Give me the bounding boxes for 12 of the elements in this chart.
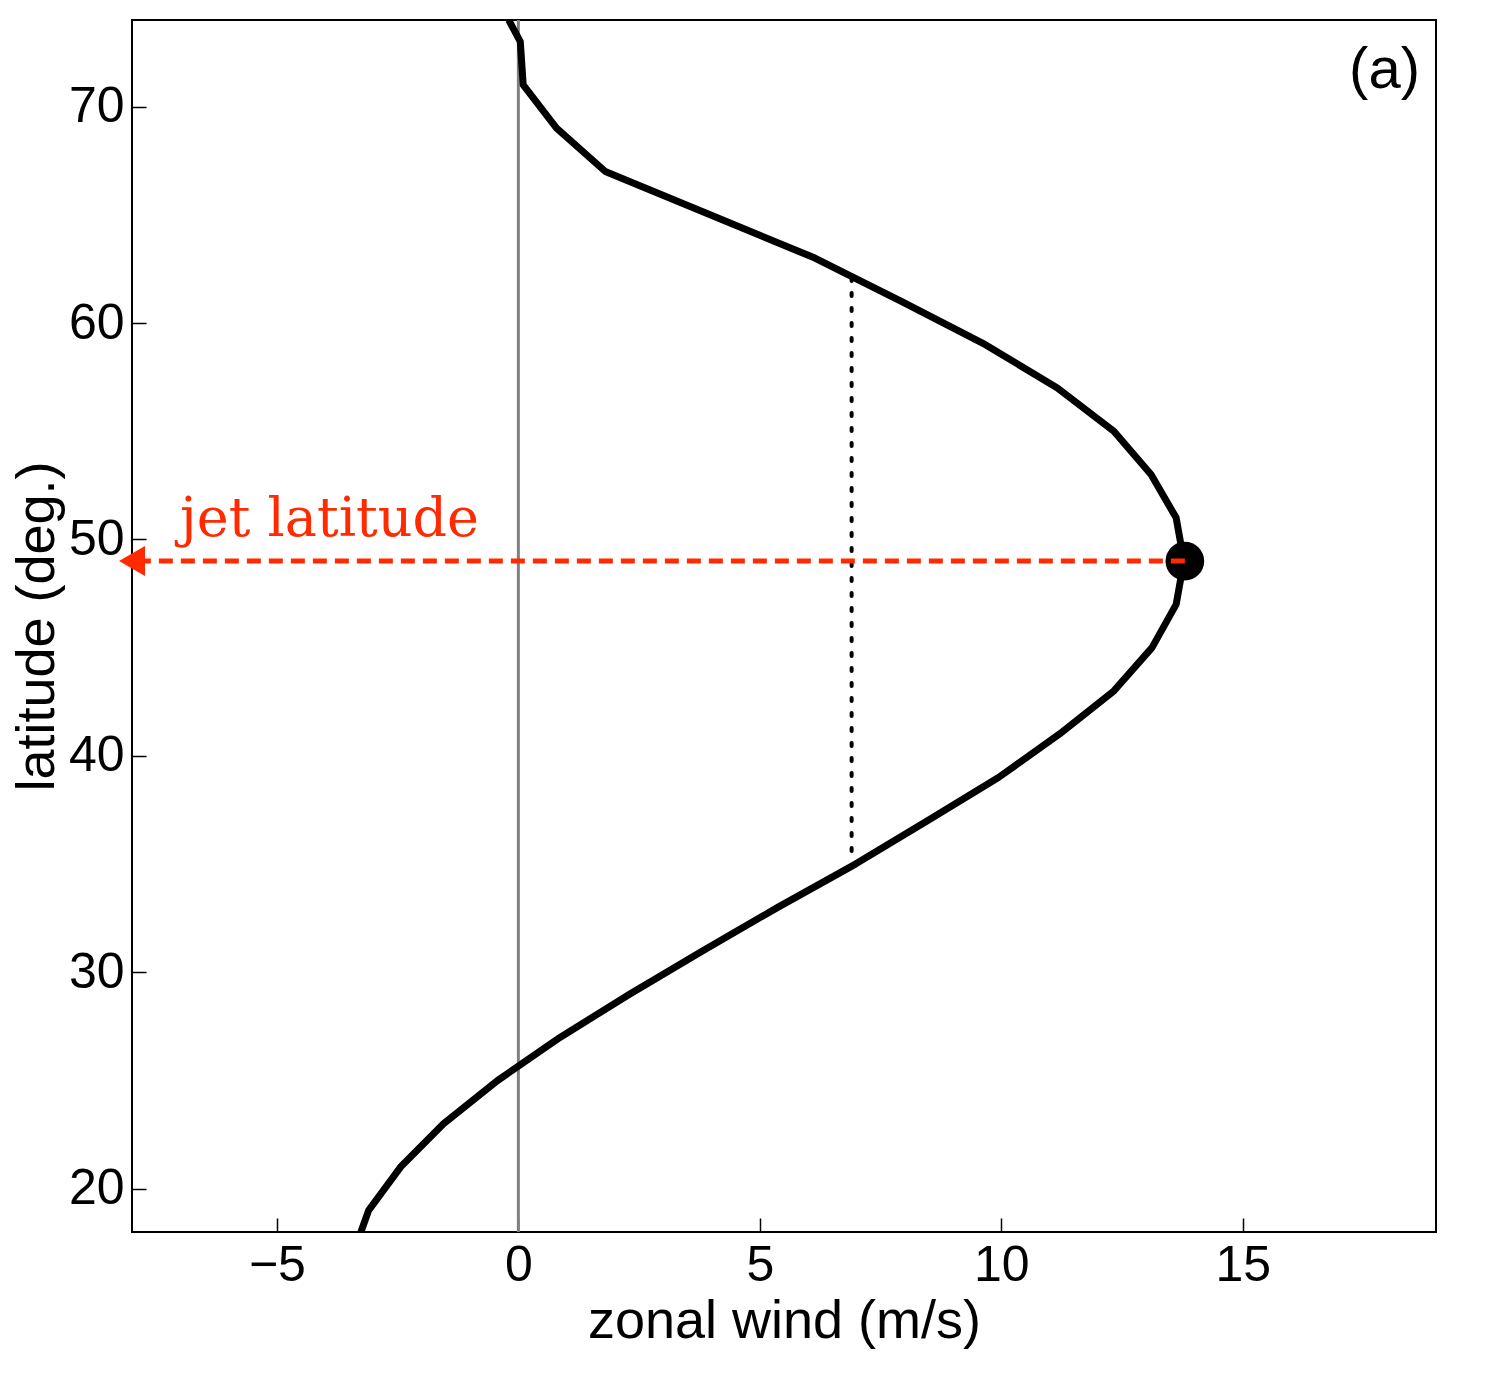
annotation: (a) (1349, 35, 1420, 100)
annotation: jet latitude (174, 486, 480, 549)
y-tick-label: 30 (68, 942, 125, 999)
y-tick-label: 60 (68, 293, 125, 350)
y-tick-label: 40 (68, 726, 125, 783)
y-tick-label: 70 (68, 77, 125, 134)
x-tick-label: 0 (504, 1235, 533, 1292)
x-tick-label: −5 (248, 1235, 306, 1292)
y-tick-label: 50 (68, 509, 125, 566)
x-tick-label: 15 (1215, 1235, 1272, 1292)
y-tick-label: 20 (68, 1159, 125, 1216)
y-axis-title: latitude (deg.) (4, 461, 65, 792)
